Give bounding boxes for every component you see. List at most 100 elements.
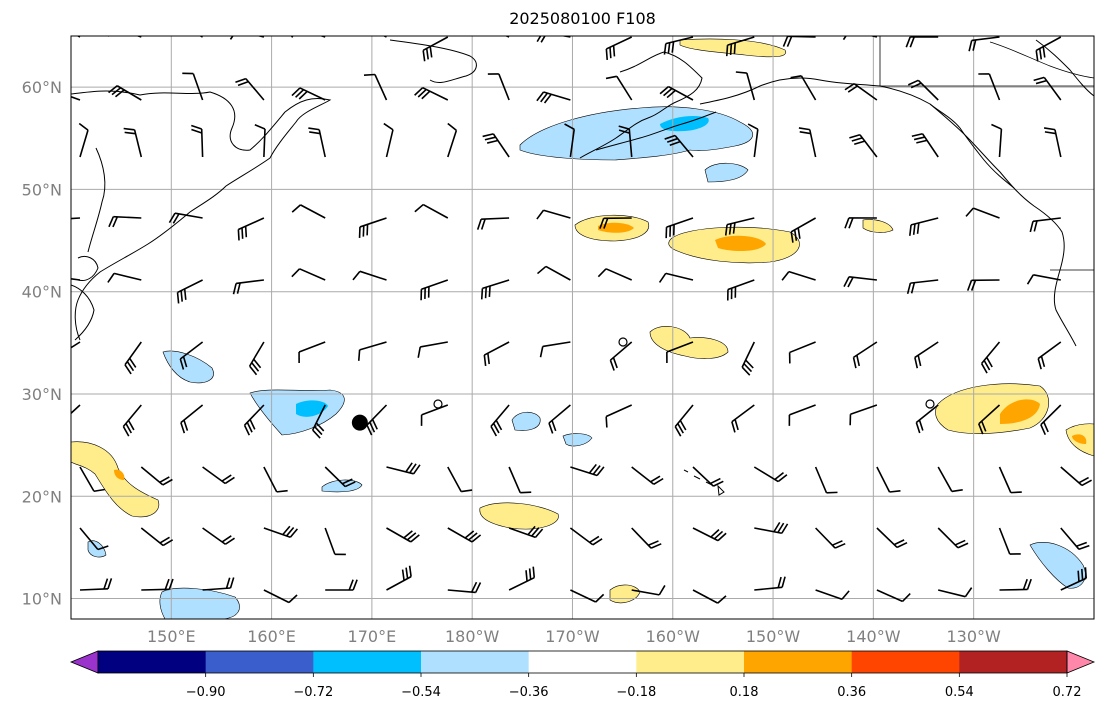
wind-barb xyxy=(909,217,939,236)
wind-barb-feather xyxy=(843,276,850,287)
wind-barb-feather xyxy=(124,364,132,375)
wind-barb-feather xyxy=(122,426,130,437)
wind-barb-feather xyxy=(490,425,498,437)
wind-barb-feather xyxy=(889,490,901,493)
wind-barb-shaft xyxy=(71,341,81,349)
wind-barb-feather xyxy=(528,568,532,580)
wind-barb-feather xyxy=(852,357,857,369)
longitude-label: 150°W xyxy=(746,627,801,646)
wind-barb-feather xyxy=(916,139,928,144)
wind-barb-shaft xyxy=(133,129,143,158)
wind-barb-feather xyxy=(168,212,176,224)
wind-barb-feather xyxy=(229,36,234,40)
wind-barb-feather xyxy=(1077,570,1080,582)
wind-barb-feather xyxy=(476,218,482,230)
wind-barb-feather xyxy=(1033,76,1045,82)
wind-barb-feather xyxy=(847,85,858,93)
wind-barb xyxy=(71,95,81,101)
negative-anomaly-e xyxy=(159,587,240,619)
wind-barb-feather xyxy=(107,272,115,283)
wind-barb-feather xyxy=(915,422,921,434)
wind-barb-feather xyxy=(918,419,924,431)
wind-barb-shaft xyxy=(631,589,660,596)
wind-barb-feather xyxy=(408,565,412,577)
wind-barb-shaft xyxy=(548,404,571,424)
wind-barb-shaft xyxy=(938,589,966,598)
wind-barb-feather xyxy=(229,577,235,589)
plot-area xyxy=(47,23,1094,619)
wind-barb-shaft xyxy=(140,466,164,486)
wind-barb-feather xyxy=(532,566,536,578)
wind-barb-shaft xyxy=(666,341,694,353)
wind-barb-feather xyxy=(282,525,291,536)
wind-barb-feather xyxy=(486,139,499,144)
wind-barb-shaft xyxy=(616,75,633,101)
wind-barb-feather xyxy=(47,23,56,30)
positive-anomaly-arctic xyxy=(679,38,787,58)
wind-barb-feather xyxy=(901,593,911,602)
wind-barb-feather xyxy=(183,288,187,300)
wind-barb xyxy=(536,265,571,281)
wind-barb-feather xyxy=(970,279,977,291)
wind-barb-feather xyxy=(725,45,729,57)
wind-barb-feather xyxy=(405,462,413,473)
wind-barb-feather xyxy=(417,346,422,358)
wind-barb-feather xyxy=(543,93,552,104)
wind-barb xyxy=(1033,76,1062,101)
wind-barb-feather xyxy=(363,73,376,76)
wind-barb-feather xyxy=(409,463,417,474)
wind-barb-shaft xyxy=(299,268,326,281)
wind-barb-feather xyxy=(909,224,912,236)
wind-barb-feather xyxy=(170,24,178,31)
wind-barb xyxy=(357,341,387,361)
wind-barb-feather xyxy=(832,540,843,546)
longitude-label: 130°W xyxy=(946,627,1001,646)
wind-barb-feather xyxy=(1043,127,1056,131)
positive-anomaly-east-b-core xyxy=(1072,434,1087,444)
wind-barb-feather xyxy=(735,71,747,74)
wind-barb xyxy=(182,72,204,101)
wind-barb-feather xyxy=(182,356,188,368)
wind-barb-shaft xyxy=(299,87,326,101)
wind-barb-feather xyxy=(658,272,667,283)
wind-barb-feather xyxy=(907,79,919,86)
coastline-se-alaska xyxy=(929,103,1015,189)
latitude-label: 10°N xyxy=(22,590,62,609)
wind-barb xyxy=(414,203,449,219)
wind-barb-feather xyxy=(124,131,136,135)
wind-barb xyxy=(605,36,633,60)
wind-barb-feather xyxy=(246,422,253,433)
wind-barb-shaft xyxy=(420,341,448,348)
wind-barb-feather xyxy=(612,45,616,57)
colorbar-extend-high xyxy=(1066,650,1096,674)
wind-barb-feather xyxy=(957,542,969,549)
wind-barb-shaft xyxy=(263,527,291,539)
wind-barb-shaft xyxy=(971,36,1000,42)
wind-barb-feather xyxy=(414,203,424,213)
wind-barb-shaft xyxy=(978,404,1001,425)
colorbar-tick-label: −0.18 xyxy=(616,685,656,700)
wind-barb-feather xyxy=(312,429,321,439)
wind-barb xyxy=(914,341,939,369)
wind-barb-shaft xyxy=(876,589,903,603)
latitude-label: 30°N xyxy=(22,385,62,404)
wind-barb xyxy=(664,134,694,158)
wind-barb-feather xyxy=(60,355,62,366)
positive-anomaly-west-c xyxy=(71,441,160,518)
wind-barb xyxy=(324,466,356,488)
wind-barb xyxy=(107,272,142,283)
wind-barb-shaft xyxy=(809,129,817,158)
wind-barb-shaft xyxy=(199,36,203,38)
wind-barb-feather xyxy=(235,77,247,84)
wind-barb-shaft xyxy=(910,217,939,226)
wind-barb xyxy=(170,24,203,38)
wind-barb-feather xyxy=(244,226,248,238)
wind-barb-feather xyxy=(980,420,987,432)
wind-barb-shaft xyxy=(988,73,1001,101)
wind-barb-shaft xyxy=(545,265,571,281)
wind-barb-feather xyxy=(733,42,736,54)
wind-barb xyxy=(291,87,326,101)
wind-barb-feather xyxy=(728,223,732,235)
wind-barb-shaft xyxy=(447,130,458,158)
